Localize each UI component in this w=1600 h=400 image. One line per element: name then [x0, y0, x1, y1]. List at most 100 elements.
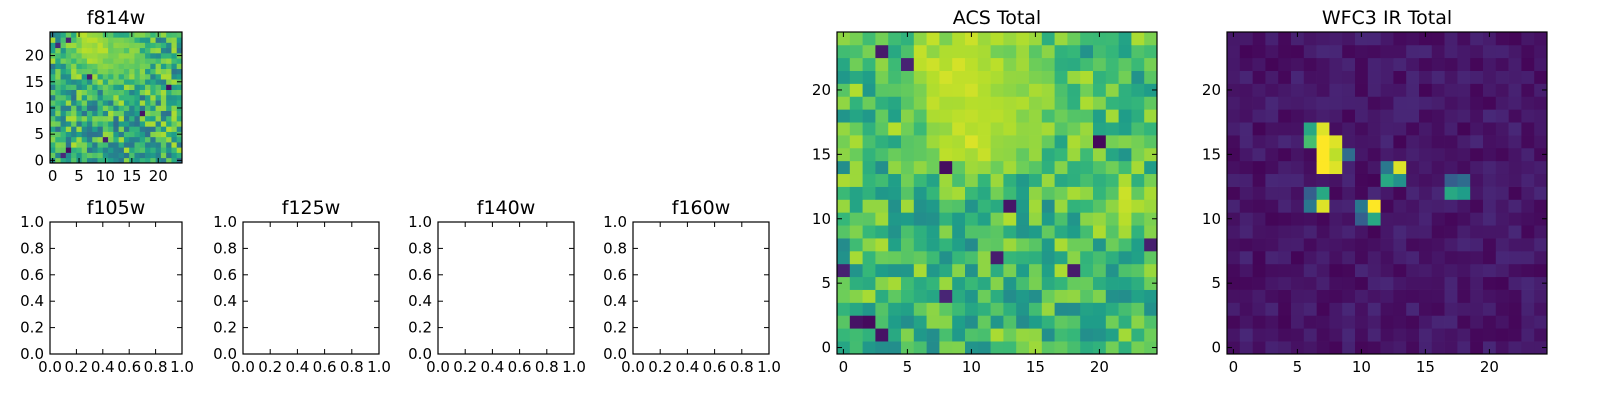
heatmap-cell	[1054, 44, 1068, 59]
heatmap-cell	[1093, 302, 1107, 316]
heatmap-cell	[1367, 186, 1381, 200]
x-tick-label: 15	[1026, 358, 1045, 376]
heatmap-cell	[1355, 135, 1369, 149]
heatmap-cell	[1041, 109, 1055, 123]
heatmap-cell	[1495, 135, 1509, 149]
heatmap-cell	[926, 44, 940, 59]
heatmap-cell	[952, 160, 966, 175]
heatmap-cell	[1105, 135, 1119, 149]
heatmap-cell	[1278, 57, 1292, 71]
heatmap-cell	[1041, 186, 1055, 200]
heatmap-cell	[60, 142, 67, 148]
heatmap-cell	[849, 135, 863, 149]
heatmap-cell	[1131, 276, 1145, 290]
heatmap-cell	[118, 131, 125, 138]
heatmap-cell	[875, 70, 889, 84]
heatmap-cell	[1016, 160, 1030, 175]
heatmap-cell	[129, 47, 135, 54]
heatmap-cell	[176, 68, 183, 75]
heatmap-cell	[176, 32, 183, 38]
heatmap-cell	[60, 136, 67, 143]
heatmap-cell	[176, 152, 183, 159]
heatmap-cell	[875, 32, 889, 46]
y-tick-label: 10	[1202, 210, 1221, 228]
heatmap-cell	[1534, 96, 1548, 110]
heatmap-cell	[1252, 199, 1266, 213]
heatmap-cell	[1534, 57, 1548, 71]
heatmap-cell	[97, 47, 104, 54]
heatmap-cell	[1508, 135, 1522, 149]
heatmap-cell	[1029, 57, 1043, 71]
heatmap-cell	[1367, 135, 1381, 149]
heatmap-cell	[1406, 302, 1420, 316]
heatmap-cell	[113, 94, 119, 101]
heatmap-cell	[166, 147, 172, 153]
heatmap-cell	[939, 83, 953, 97]
heatmap-cell	[1367, 276, 1381, 290]
heatmap-cell	[837, 302, 851, 316]
heatmap-cell	[86, 37, 93, 43]
heatmap-cell	[92, 37, 98, 43]
heatmap-cell	[123, 110, 130, 117]
heatmap-cell	[1483, 225, 1497, 239]
heatmap-cell	[875, 276, 889, 290]
heatmap-cell	[913, 173, 927, 187]
heatmap-cell	[888, 341, 902, 355]
heatmap-cell	[1534, 225, 1548, 239]
heatmap-cells	[50, 32, 183, 164]
heatmap-cell	[1521, 147, 1535, 162]
heatmap-cell	[1054, 173, 1068, 187]
y-tick-label: 0.8	[20, 239, 44, 257]
heatmap-cell	[108, 63, 114, 70]
heatmap-cell	[1380, 160, 1394, 175]
heatmap-cell	[1303, 289, 1317, 303]
heatmap-cell	[888, 225, 902, 239]
heatmap-cell	[50, 136, 56, 143]
heatmap-cell	[60, 94, 67, 101]
heatmap-cell	[977, 135, 991, 149]
heatmap-cell	[160, 84, 167, 90]
heatmap-cell	[150, 115, 156, 122]
heatmap-cell	[888, 83, 902, 97]
heatmap-cell	[1329, 302, 1343, 316]
heatmap-cell	[1393, 276, 1407, 290]
heatmap-cell	[1355, 109, 1369, 123]
heatmap-cell	[1054, 225, 1068, 239]
heatmap-cell	[1521, 302, 1535, 316]
heatmap-cell	[129, 52, 135, 59]
heatmap-cell	[1470, 147, 1484, 162]
heatmap-cell	[1367, 238, 1381, 252]
heatmap-cell	[1355, 32, 1369, 46]
heatmap-cell	[862, 109, 876, 123]
heatmap-cell	[1080, 109, 1094, 123]
heatmap-cell	[1041, 212, 1055, 226]
heatmap-cell	[150, 68, 156, 75]
heatmap-cell	[1093, 135, 1107, 149]
heatmap-cell	[1041, 328, 1055, 342]
heatmap-cell	[1291, 238, 1305, 252]
heatmap-cell	[1316, 70, 1330, 84]
heatmap-cell	[888, 250, 902, 265]
heatmap-cell	[1367, 263, 1381, 278]
heatmap-cell	[171, 68, 178, 75]
heatmap-cell	[1406, 238, 1420, 252]
heatmap-cell	[1278, 83, 1292, 97]
heatmap-cell	[81, 105, 88, 111]
x-tick-label: 0.8	[535, 358, 559, 376]
heatmap-cell	[129, 84, 135, 90]
heatmap-cell	[1291, 315, 1305, 329]
heatmap-cell	[1080, 96, 1094, 110]
heatmap-cell	[875, 199, 889, 213]
heatmap-cell	[913, 122, 927, 136]
x-tick-label: 0.6	[508, 358, 532, 376]
heatmap-cell	[155, 126, 162, 132]
heatmap-cell	[50, 84, 56, 90]
heatmap-cell	[1265, 186, 1279, 200]
heatmap-cell	[1419, 109, 1433, 123]
heatmap-cell	[1265, 212, 1279, 226]
heatmap-cell	[913, 83, 927, 97]
heatmap-cell	[862, 328, 876, 342]
heatmap-cell	[1355, 70, 1369, 84]
heatmap-cell	[1118, 109, 1132, 123]
heatmap-cell	[939, 122, 953, 136]
